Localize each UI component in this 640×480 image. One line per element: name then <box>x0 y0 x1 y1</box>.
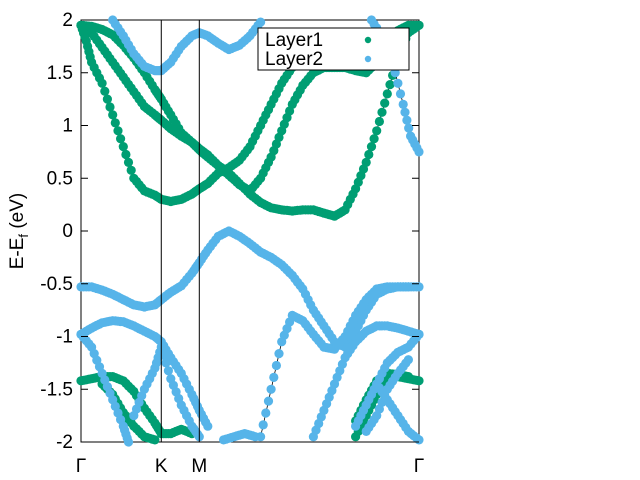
layer1-point <box>126 165 136 175</box>
layer1-point <box>364 149 374 160</box>
layer2-point <box>414 329 424 339</box>
layer1-point <box>121 149 131 160</box>
layer2-point <box>400 107 410 117</box>
layer2-point <box>404 123 414 133</box>
layer1-point <box>100 86 110 96</box>
legend-marker <box>364 55 372 63</box>
y-tick-label: -1 <box>56 327 73 348</box>
layer1-point <box>108 110 118 120</box>
layer2-point <box>271 360 281 371</box>
y-tick-label: -2 <box>56 432 73 453</box>
data-points <box>76 15 424 447</box>
layer2-point <box>269 372 279 382</box>
layer2-point <box>403 355 413 365</box>
y-axis-label: E-Ef (eV) <box>7 193 31 270</box>
layer1-point <box>374 116 384 127</box>
layer2-point <box>203 421 213 431</box>
y-tick-label: 1 <box>62 116 73 137</box>
y-tick-label: -0.5 <box>40 274 73 295</box>
layer2-point <box>266 384 276 394</box>
layer2-point <box>256 17 266 27</box>
k-point-lines <box>160 20 200 442</box>
layer2-point <box>163 366 173 376</box>
legend-label: Layer1 <box>265 30 323 51</box>
x-tick-label: K <box>155 456 168 477</box>
y-tick-label: 1.5 <box>47 63 73 84</box>
layer1-point <box>414 20 424 30</box>
legend-label: Layer2 <box>265 49 323 70</box>
layer2-point <box>402 115 412 125</box>
layer2-point <box>258 420 268 430</box>
layer1-point <box>377 107 387 117</box>
layer1-point <box>113 126 123 136</box>
ylabel-base: E-E <box>7 238 28 270</box>
y-tick-label: 0 <box>62 221 73 242</box>
layer1-point <box>97 78 107 88</box>
layer1-point <box>150 435 160 445</box>
layer2-point <box>161 358 171 368</box>
layer1-point <box>414 376 424 386</box>
layer1-point <box>110 118 120 128</box>
layer2-point <box>256 432 266 442</box>
ylabel-unit: (eV) <box>7 193 28 234</box>
y-tick-label: 0.5 <box>47 168 73 189</box>
layer2-point <box>403 282 413 292</box>
legend-box <box>257 27 410 71</box>
layer1-point <box>123 157 134 167</box>
layer1-point <box>372 126 382 136</box>
layer2-point <box>261 408 271 418</box>
legend-marker <box>364 36 372 44</box>
y-axis-ticks: -2 -1.5 -1 -0.5 0 0.5 1 1.5 2 <box>40 10 419 453</box>
layer1-point <box>366 142 377 152</box>
x-tick-label: M <box>191 456 207 477</box>
layer1-point <box>116 134 126 144</box>
layer1-point <box>105 102 115 112</box>
layer2-point <box>414 435 424 445</box>
layer1-point <box>382 89 392 99</box>
layer1-point <box>102 94 112 104</box>
ylabel-subscript: f <box>16 234 31 238</box>
layer2-point <box>274 349 284 359</box>
layer2-point <box>414 282 424 292</box>
layer1-point <box>369 134 379 144</box>
y-tick-label: 2 <box>62 10 73 31</box>
layer1-point <box>118 142 128 152</box>
layer2-point <box>393 78 403 88</box>
layer1-point <box>403 372 413 382</box>
x-tick-label: Γ <box>76 456 86 477</box>
x-tick-label: Γ <box>414 456 424 477</box>
layer2-point <box>395 89 406 99</box>
layer2-point <box>414 147 424 157</box>
y-tick-label: -1.5 <box>40 379 73 400</box>
layer2-point <box>159 350 169 360</box>
layer2-point <box>398 99 408 109</box>
layer1-point <box>380 98 390 108</box>
layer2-point <box>263 396 274 406</box>
layer1-point <box>385 80 395 90</box>
layer1-point <box>361 157 371 167</box>
layer2-point <box>123 437 134 447</box>
